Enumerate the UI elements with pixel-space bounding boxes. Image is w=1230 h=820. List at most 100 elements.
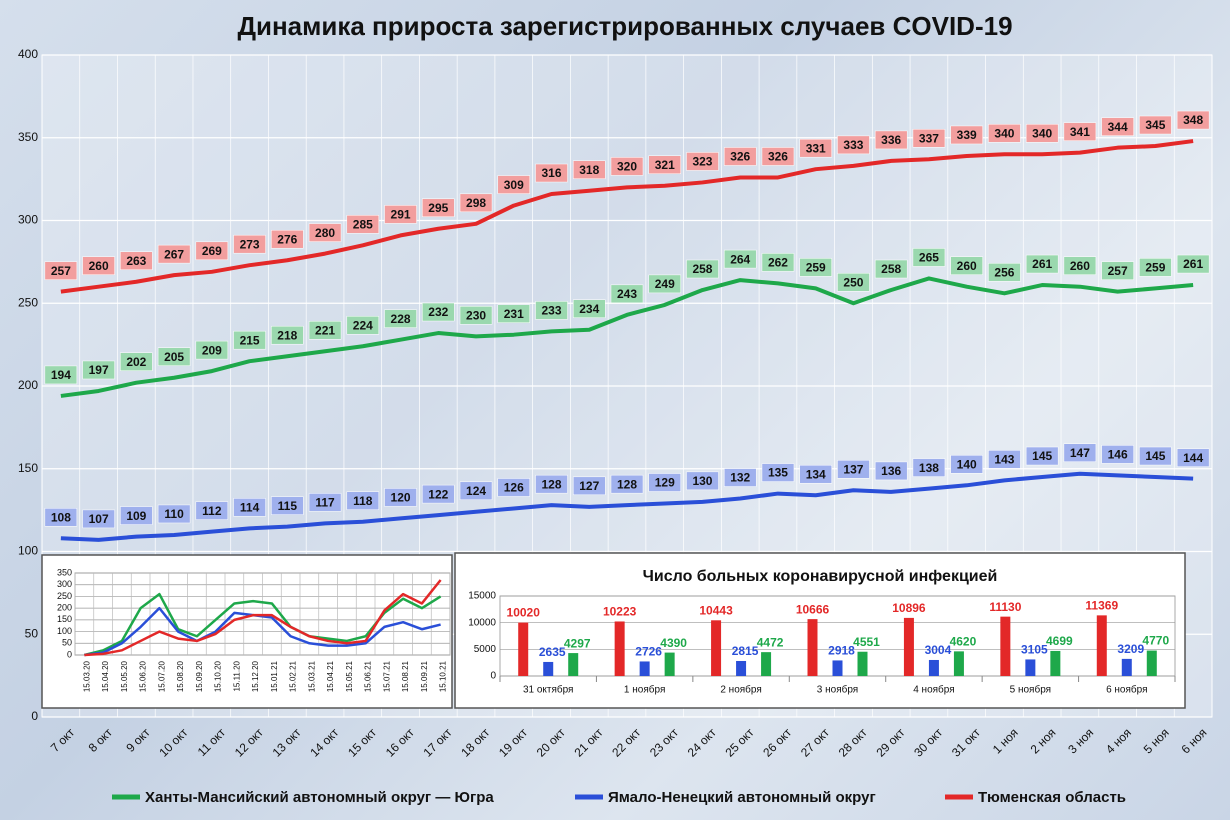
data-label: 130 [692, 474, 712, 488]
data-label-box [1101, 117, 1134, 136]
y-tick-label: 50 [25, 626, 39, 640]
data-label: 318 [579, 163, 599, 177]
data-label: 269 [202, 244, 222, 258]
data-label: 231 [504, 307, 524, 321]
data-label-box [799, 464, 832, 484]
data-label-box [1139, 258, 1172, 277]
data-label-box [195, 501, 229, 520]
bar [1050, 650, 1061, 676]
data-label-box [1025, 124, 1059, 143]
series-line [60, 471, 1194, 542]
data-label: 147 [1070, 446, 1090, 460]
data-label: 250 [843, 275, 863, 289]
data-label: 316 [542, 166, 562, 180]
data-label-box [535, 301, 568, 320]
data-label-box [44, 261, 78, 280]
bar [832, 660, 843, 676]
bar [807, 619, 818, 676]
data-label-box [874, 461, 908, 481]
y-tick-label: 400 [18, 47, 38, 61]
x-tick-label: 17 окт [421, 725, 455, 759]
data-label: 145 [1032, 449, 1052, 463]
y-tick-label: 150 [57, 614, 72, 624]
bar [543, 661, 554, 676]
y-tick-label: 200 [57, 603, 72, 613]
x-tick-label: 25 окт [722, 725, 756, 759]
data-label-box [271, 496, 304, 515]
data-label: 218 [277, 328, 297, 342]
data-label: 126 [504, 481, 524, 495]
data-label: 112 [202, 504, 222, 518]
bar [857, 651, 868, 676]
data-label-box [761, 463, 795, 482]
x-tick-label: 23 окт [647, 725, 681, 759]
y-tick-label: 150 [18, 461, 38, 475]
bar [903, 617, 914, 676]
data-label-box [271, 229, 304, 249]
x-tick-label: 15.03.21 [307, 660, 316, 692]
data-label-box [157, 504, 191, 524]
data-label-box [837, 273, 870, 292]
data-label: 3105 [1021, 643, 1048, 657]
data-label: 221 [315, 323, 335, 337]
bar [664, 652, 675, 676]
x-tick-label: 20 окт [534, 725, 568, 759]
bar [1146, 650, 1157, 676]
data-label-box [120, 251, 153, 270]
data-label-box [912, 458, 946, 477]
bar [1000, 616, 1011, 676]
data-label: 109 [126, 509, 146, 523]
data-label-box [1176, 110, 1210, 130]
data-label: 285 [353, 217, 373, 231]
data-label: 145 [1145, 449, 1165, 463]
data-label: 10443 [699, 603, 733, 617]
legend-label: Ханты-Мансийский автономный округ — Югра [145, 789, 494, 806]
data-label: 10020 [507, 606, 541, 620]
data-label: 257 [1108, 264, 1128, 278]
data-label-box [195, 340, 229, 360]
data-label: 261 [1183, 257, 1203, 271]
data-label-box [459, 481, 493, 501]
x-tick-label: 15.01.21 [270, 660, 279, 692]
x-tick-label: 15.09.21 [420, 660, 429, 692]
y-tick-label: 300 [18, 213, 38, 227]
x-tick-label: 12 окт [232, 725, 266, 759]
x-tick-label: 10 окт [156, 725, 190, 759]
data-label: 243 [617, 287, 637, 301]
data-label: 326 [730, 150, 750, 164]
x-tick-label: 11 окт [195, 725, 229, 759]
x-tick-label: 29 окт [873, 725, 907, 759]
data-label: 10896 [892, 601, 926, 615]
y-tick-label: 5000 [474, 644, 497, 655]
data-label-box [120, 506, 153, 525]
data-label: 309 [504, 178, 524, 192]
data-label: 267 [164, 247, 184, 261]
data-label: 197 [89, 363, 109, 377]
x-tick-label: 15.11.20 [232, 660, 241, 691]
data-label-box [648, 473, 681, 492]
data-label: 256 [994, 265, 1014, 279]
x-tick-label: 21 окт [572, 725, 606, 759]
y-tick-label: 10000 [468, 617, 496, 628]
bar [614, 621, 625, 676]
data-label: 144 [1183, 451, 1203, 465]
data-label-box [874, 130, 908, 150]
data-label: 4770 [1142, 634, 1169, 648]
x-tick-label: 28 окт [836, 725, 870, 759]
data-label: 3004 [925, 643, 952, 657]
x-tick-label: 15.12.20 [251, 660, 260, 692]
x-tick-label: 15.10.21 [439, 660, 448, 692]
data-label-box [459, 306, 493, 325]
data-label: 107 [89, 512, 109, 526]
data-label: 262 [768, 256, 788, 270]
data-label: 291 [391, 208, 411, 222]
data-label: 135 [768, 466, 788, 480]
data-label: 108 [51, 510, 71, 524]
data-label-box [837, 135, 870, 155]
x-tick-label: 15.10.20 [214, 660, 223, 692]
data-label: 110 [164, 507, 184, 521]
data-label: 128 [542, 477, 562, 491]
data-label: 333 [843, 138, 863, 152]
data-label: 4551 [853, 635, 880, 649]
y-tick-label: 250 [18, 295, 38, 309]
